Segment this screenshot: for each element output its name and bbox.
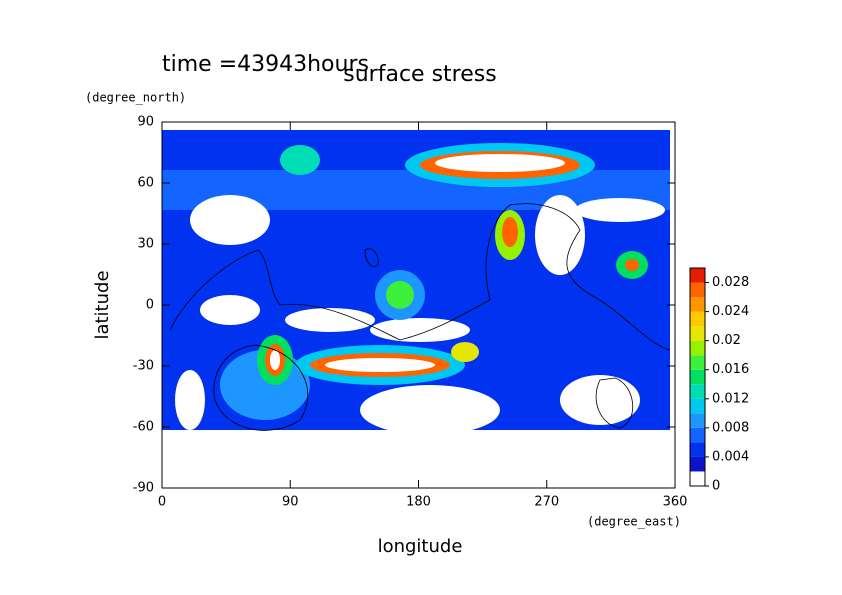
chart-subtitle: time =43943hours	[162, 52, 369, 77]
colorbar-cell	[690, 413, 705, 428]
y-units: (degree_north)	[85, 91, 186, 105]
y-tick-label: 90	[137, 115, 154, 130]
colorbar-tick-label: 0.02	[712, 333, 741, 348]
x-tick-label: 180	[406, 495, 431, 510]
colorbar-tick-label: 0.024	[712, 304, 749, 319]
x-tick-label: 0	[158, 495, 166, 510]
colorbar-cell	[690, 282, 705, 298]
colorbar-cell	[690, 340, 705, 356]
coastline	[169, 203, 671, 431]
colorbar-cell	[690, 427, 705, 443]
colorbar-cell	[690, 398, 705, 414]
y-tick-label: 0	[146, 298, 154, 313]
colorbar-cell	[690, 355, 705, 370]
colorbar-cell	[690, 369, 705, 385]
y-tick-label: 60	[137, 176, 154, 191]
colorbar-tick-label: 0.028	[712, 275, 749, 290]
colorbar-frame	[689, 267, 706, 487]
colorbar-cell	[690, 268, 705, 283]
colorbar-cell	[690, 297, 705, 312]
colorbar-tick-label: 0.004	[712, 449, 749, 464]
y-axis-label: latitude	[92, 270, 113, 339]
colorbar-cell	[690, 442, 705, 457]
contour-field	[162, 130, 670, 435]
x-tick-label: 90	[282, 495, 299, 510]
x-tick-label: 360	[663, 495, 688, 510]
colorbar-tick-label: 0.008	[712, 420, 749, 435]
chart-title: surface stress	[343, 62, 496, 87]
y-tick-label: -60	[133, 420, 154, 435]
colorbar-tick-label: 0	[712, 479, 720, 494]
colorbar-tick-label: 0.016	[712, 362, 749, 377]
x-units: (degree_east)	[587, 515, 681, 529]
x-tick-label: 270	[534, 495, 559, 510]
colorbar-cell	[690, 384, 705, 399]
colorbar-cell	[690, 311, 705, 327]
colorbar-cell	[690, 456, 705, 472]
y-tick-label: 30	[137, 237, 154, 252]
x-axis-label: longitude	[378, 536, 463, 557]
colorbar-tick-label: 0.012	[712, 391, 749, 406]
y-tick-label: -90	[133, 481, 154, 496]
colorbar-cell	[690, 326, 705, 341]
colorbar-cell	[690, 471, 705, 486]
y-tick-label: -30	[133, 359, 154, 374]
